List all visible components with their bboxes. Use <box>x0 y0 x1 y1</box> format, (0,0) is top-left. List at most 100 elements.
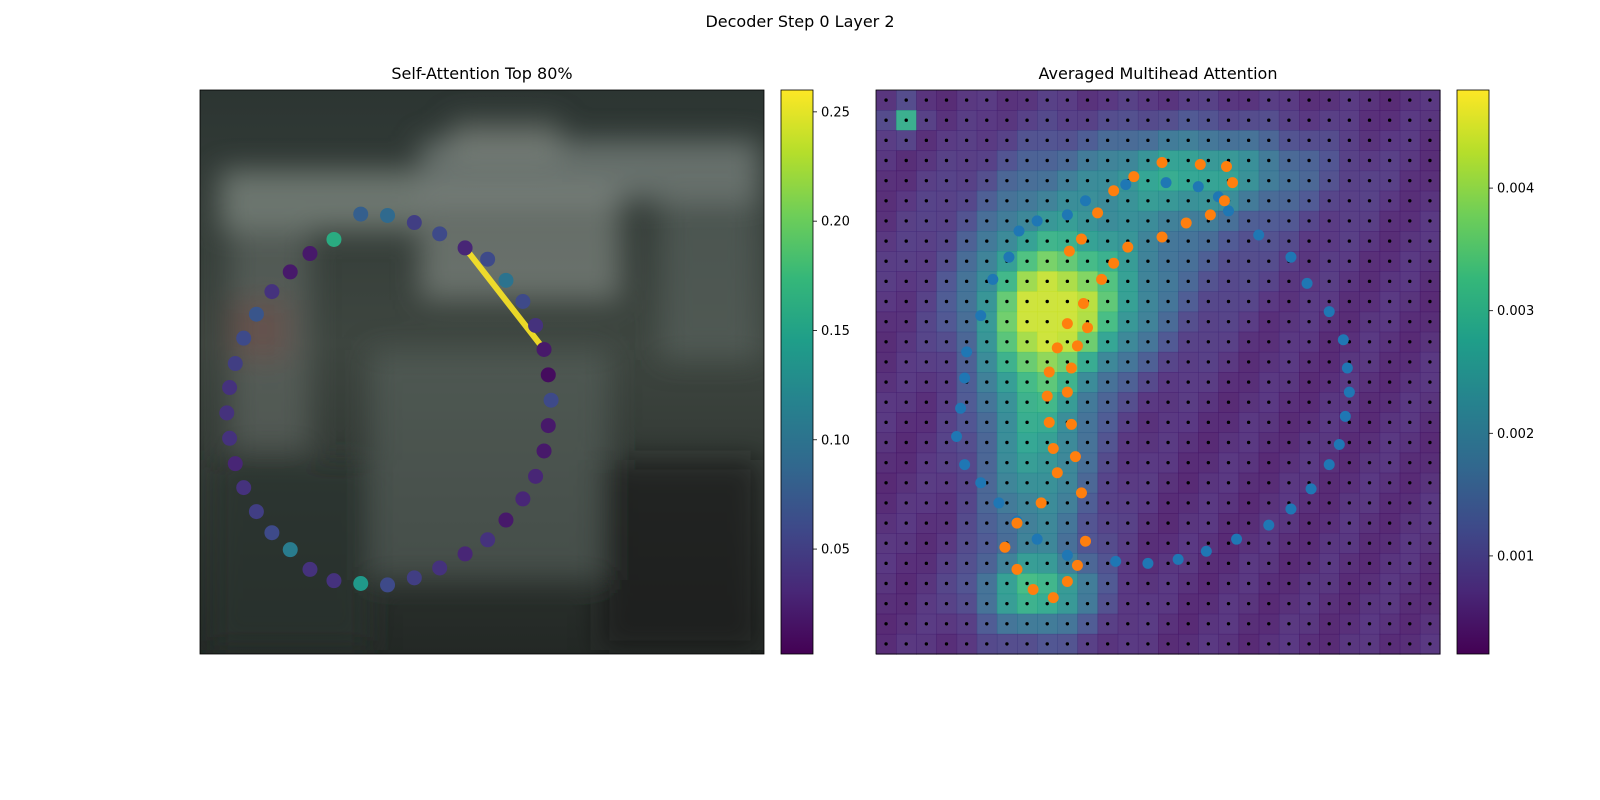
grid-dot <box>1105 118 1110 122</box>
grid-dot <box>1347 460 1352 465</box>
grid-dot <box>1206 420 1211 425</box>
grid-dot <box>1327 279 1331 284</box>
grid-dot <box>1246 420 1251 425</box>
grid-dot <box>985 622 989 626</box>
grid-dot <box>924 581 929 586</box>
grid-dot <box>1408 481 1412 485</box>
orange-series-point <box>1096 273 1108 285</box>
grid-dot <box>1166 521 1170 525</box>
grid-dot <box>1126 259 1130 263</box>
grid-dot <box>1186 259 1190 263</box>
grid-dot <box>1347 299 1352 304</box>
grid-dot <box>1105 158 1110 163</box>
grid-dot <box>1166 138 1170 143</box>
grid-dot <box>1025 199 1029 203</box>
grid-dot <box>985 440 989 445</box>
grid-dot <box>1126 521 1130 525</box>
grid-dot <box>964 642 969 646</box>
grid-dot <box>1085 380 1090 384</box>
grid-dot <box>884 622 888 626</box>
self-attention-colorbar-tick-label: 0.20 <box>821 215 850 230</box>
grid-dot <box>1226 622 1231 626</box>
grid-dot <box>1166 601 1170 606</box>
grid-dot <box>1085 158 1090 163</box>
self-attention-point <box>353 576 369 591</box>
grid-dot <box>1267 561 1271 566</box>
grid-dot <box>1025 219 1029 223</box>
grid-dot <box>985 460 989 465</box>
grid-dot <box>904 561 908 566</box>
grid-dot <box>1408 561 1412 566</box>
self-attention-point <box>236 480 252 496</box>
grid-dot <box>964 239 969 243</box>
orange-series-point <box>999 541 1011 553</box>
grid-dot <box>884 138 888 143</box>
orange-series-point <box>1092 207 1104 219</box>
self-attention-point <box>457 546 473 562</box>
grid-dot <box>1287 460 1291 465</box>
grid-dot <box>1246 561 1251 566</box>
grid-dot <box>1226 481 1231 485</box>
grid-dot <box>1287 138 1291 143</box>
grid-dot <box>1246 622 1251 626</box>
grid-dot <box>1387 259 1392 263</box>
grid-dot <box>1005 178 1009 183</box>
orange-series-point <box>1065 418 1077 430</box>
self-attention-point <box>264 284 280 300</box>
blue-series-point <box>1253 229 1265 241</box>
grid-dot <box>1287 98 1291 102</box>
grid-dot <box>904 118 908 122</box>
grid-dot <box>1307 561 1311 566</box>
grid-dot <box>1408 581 1412 586</box>
grid-dot <box>1005 440 1009 445</box>
grid-dot <box>1126 340 1130 344</box>
grid-dot <box>1408 319 1412 324</box>
grid-dot <box>1025 299 1029 304</box>
grid-dot <box>1146 360 1150 364</box>
grid-dot <box>1267 239 1271 243</box>
grid-dot <box>1206 622 1211 626</box>
grid-dot <box>944 340 949 344</box>
grid-dot <box>1105 98 1110 102</box>
grid-dot <box>1287 299 1291 304</box>
grid-dot <box>1045 239 1049 243</box>
orange-series-point <box>1071 559 1083 571</box>
grid-dot <box>1166 199 1170 203</box>
self-attention-point <box>219 405 235 421</box>
grid-dot <box>985 299 989 304</box>
orange-series-point <box>1065 362 1077 374</box>
grid-dot <box>1186 541 1190 545</box>
grid-dot <box>1206 440 1211 445</box>
self-attention-point <box>222 430 238 446</box>
blue-series-point <box>1323 459 1335 471</box>
grid-dot <box>1246 299 1251 304</box>
grid-dot <box>1267 601 1271 606</box>
grid-dot <box>1206 98 1211 102</box>
grid-dot <box>1428 601 1432 606</box>
grid-dot <box>1226 219 1231 223</box>
grid-dot <box>1126 199 1130 203</box>
grid-dot <box>1025 601 1029 606</box>
grid-dot <box>1428 521 1432 525</box>
grid-dot <box>1287 319 1291 324</box>
grid-dot <box>1287 178 1291 183</box>
grid-dot <box>1367 138 1372 143</box>
blue-series-point <box>1003 251 1015 263</box>
grid-dot <box>964 420 969 425</box>
grid-dot <box>1146 219 1150 223</box>
orange-series-point <box>1061 575 1073 587</box>
grid-dot <box>1367 319 1372 324</box>
grid-dot <box>1166 319 1170 324</box>
grid-dot <box>1186 138 1190 143</box>
grid-dot <box>1246 642 1251 646</box>
orange-series-point <box>1061 386 1073 398</box>
grid-dot <box>1367 420 1372 425</box>
grid-dot <box>1005 158 1009 163</box>
grid-dot <box>1307 259 1311 263</box>
orange-series-point <box>1075 233 1087 245</box>
grid-dot <box>1327 581 1331 586</box>
grid-dot <box>1065 340 1070 344</box>
orange-series-point <box>1218 195 1230 207</box>
grid-dot <box>944 440 949 445</box>
attention-heatmap <box>876 90 1441 655</box>
